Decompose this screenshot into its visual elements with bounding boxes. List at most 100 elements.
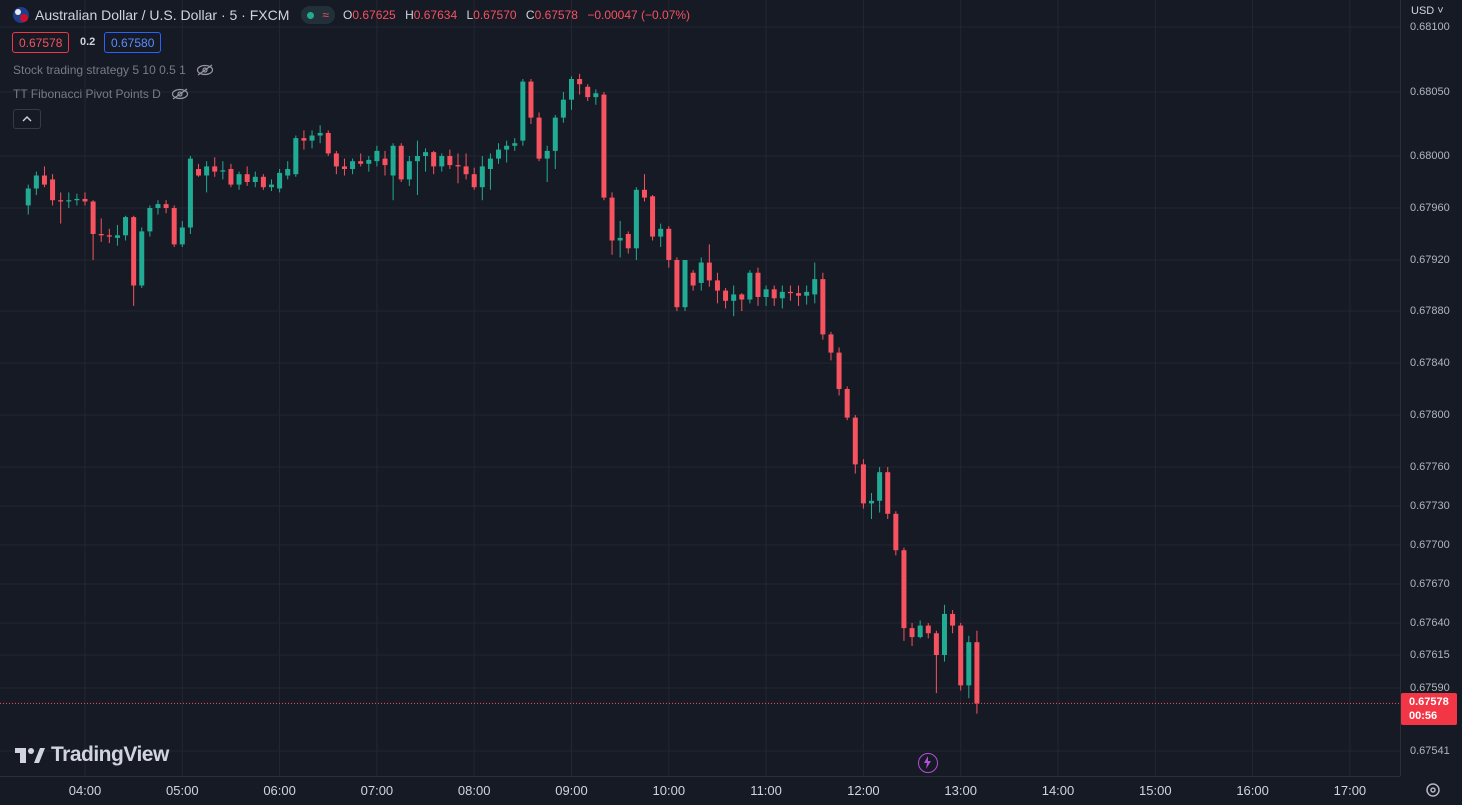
candle-up[interactable] bbox=[487, 153, 493, 190]
candle-up[interactable] bbox=[25, 184, 31, 215]
candle-down[interactable] bbox=[674, 257, 680, 311]
candle-down[interactable] bbox=[771, 285, 777, 306]
candle-up[interactable] bbox=[390, 143, 396, 201]
candle-down[interactable] bbox=[958, 623, 964, 691]
candle-down[interactable] bbox=[90, 200, 96, 260]
buy-button[interactable]: 0.67580 bbox=[104, 32, 162, 53]
candle-down[interactable] bbox=[950, 610, 956, 634]
candle-up[interactable] bbox=[593, 89, 599, 105]
candle-up[interactable] bbox=[317, 125, 323, 144]
candle-down[interactable] bbox=[650, 195, 656, 241]
candle-up[interactable] bbox=[123, 215, 129, 241]
candle-up[interactable] bbox=[204, 161, 210, 193]
candle-up[interactable] bbox=[496, 143, 502, 164]
candle-up[interactable] bbox=[966, 635, 972, 699]
candle-up[interactable] bbox=[731, 285, 737, 317]
candle-down[interactable] bbox=[828, 331, 834, 361]
candle-down[interactable] bbox=[609, 192, 615, 255]
sell-button[interactable]: 0.67578 bbox=[12, 32, 70, 53]
tradingview-logo[interactable]: TradingView bbox=[15, 743, 169, 767]
candle-down[interactable] bbox=[528, 79, 534, 124]
candle-up[interactable] bbox=[285, 161, 291, 180]
market-status-pill[interactable]: ≈ bbox=[301, 6, 335, 24]
candle-up[interactable] bbox=[374, 145, 380, 167]
gear-icon[interactable] bbox=[1425, 782, 1441, 798]
candle-down[interactable] bbox=[577, 73, 583, 95]
candle-down[interactable] bbox=[536, 112, 542, 162]
candle-down[interactable] bbox=[787, 285, 793, 301]
candle-down[interactable] bbox=[714, 272, 720, 304]
chart-plot-area[interactable] bbox=[0, 0, 1400, 776]
candle-up[interactable] bbox=[941, 604, 947, 662]
candle-up[interactable] bbox=[179, 221, 185, 247]
candle-down[interactable] bbox=[836, 347, 842, 396]
price-axis[interactable] bbox=[1400, 0, 1462, 776]
candle-up[interactable] bbox=[698, 257, 704, 291]
candle-down[interactable] bbox=[796, 285, 802, 306]
candle-up[interactable] bbox=[504, 140, 510, 163]
candle-up[interactable] bbox=[617, 221, 623, 258]
candle-up[interactable] bbox=[747, 270, 753, 304]
candle-down[interactable] bbox=[212, 157, 218, 177]
candle-up[interactable] bbox=[252, 171, 258, 188]
candle-up[interactable] bbox=[552, 115, 558, 169]
candle-down[interactable] bbox=[893, 511, 899, 556]
candle-up[interactable] bbox=[682, 260, 688, 311]
candle-down[interactable] bbox=[909, 623, 915, 647]
candle-up[interactable] bbox=[406, 156, 412, 186]
candle-up[interactable] bbox=[869, 493, 875, 519]
candle-down[interactable] bbox=[50, 174, 56, 206]
candle-up[interactable] bbox=[877, 467, 883, 513]
candle-up[interactable] bbox=[423, 148, 429, 172]
lightning-bolt-icon[interactable] bbox=[918, 753, 938, 773]
candle-up[interactable] bbox=[917, 620, 923, 639]
candle-down[interactable] bbox=[933, 630, 939, 694]
candle-down[interactable] bbox=[333, 150, 339, 175]
candle-down[interactable] bbox=[901, 547, 907, 641]
candle-down[interactable] bbox=[82, 192, 88, 206]
candle-up[interactable] bbox=[66, 192, 72, 208]
candle-down[interactable] bbox=[398, 143, 404, 182]
candle-down[interactable] bbox=[98, 218, 104, 242]
indicator-row[interactable]: TT Fibonacci Pivot Points D bbox=[13, 87, 189, 101]
collapse-legend-button[interactable] bbox=[13, 109, 41, 129]
candle-up[interactable] bbox=[74, 193, 80, 206]
candle-up[interactable] bbox=[277, 169, 283, 193]
candle-down[interactable] bbox=[41, 166, 47, 188]
candle-down[interactable] bbox=[844, 386, 850, 421]
candle-up[interactable] bbox=[560, 92, 566, 123]
candle-down[interactable] bbox=[196, 163, 202, 177]
candle-up[interactable] bbox=[439, 153, 445, 172]
candle-up[interactable] bbox=[350, 158, 356, 175]
candle-up[interactable] bbox=[520, 79, 526, 146]
candle-up[interactable] bbox=[658, 223, 664, 247]
candle-down[interactable] bbox=[755, 267, 761, 306]
currency-selector[interactable]: USD ˅ bbox=[1411, 5, 1444, 17]
candle-up[interactable] bbox=[309, 130, 315, 149]
candle-down[interactable] bbox=[171, 205, 177, 247]
candle-down[interactable] bbox=[852, 415, 858, 474]
candle-up[interactable] bbox=[155, 200, 161, 215]
candle-up[interactable] bbox=[114, 224, 120, 246]
candle-up[interactable] bbox=[33, 171, 39, 195]
candle-down[interactable] bbox=[382, 150, 388, 176]
candle-down[interactable] bbox=[463, 153, 469, 180]
eye-hidden-icon[interactable] bbox=[171, 88, 189, 100]
candle-down[interactable] bbox=[455, 153, 461, 184]
candle-down[interactable] bbox=[471, 167, 477, 190]
candle-up[interactable] bbox=[779, 285, 785, 309]
candle-down[interactable] bbox=[666, 226, 672, 268]
candle-down[interactable] bbox=[723, 288, 729, 309]
candle-down[interactable] bbox=[106, 228, 112, 244]
candle-up[interactable] bbox=[544, 145, 550, 182]
candle-down[interactable] bbox=[925, 623, 931, 639]
candle-down[interactable] bbox=[885, 467, 891, 519]
eye-hidden-icon[interactable] bbox=[196, 64, 214, 76]
candle-down[interactable] bbox=[641, 174, 647, 202]
time-axis[interactable] bbox=[0, 776, 1400, 805]
candle-down[interactable] bbox=[131, 215, 137, 306]
candle-down[interactable] bbox=[820, 272, 826, 340]
candle-down[interactable] bbox=[860, 459, 866, 509]
candle-down[interactable] bbox=[301, 130, 307, 150]
candle-up[interactable] bbox=[268, 179, 274, 192]
